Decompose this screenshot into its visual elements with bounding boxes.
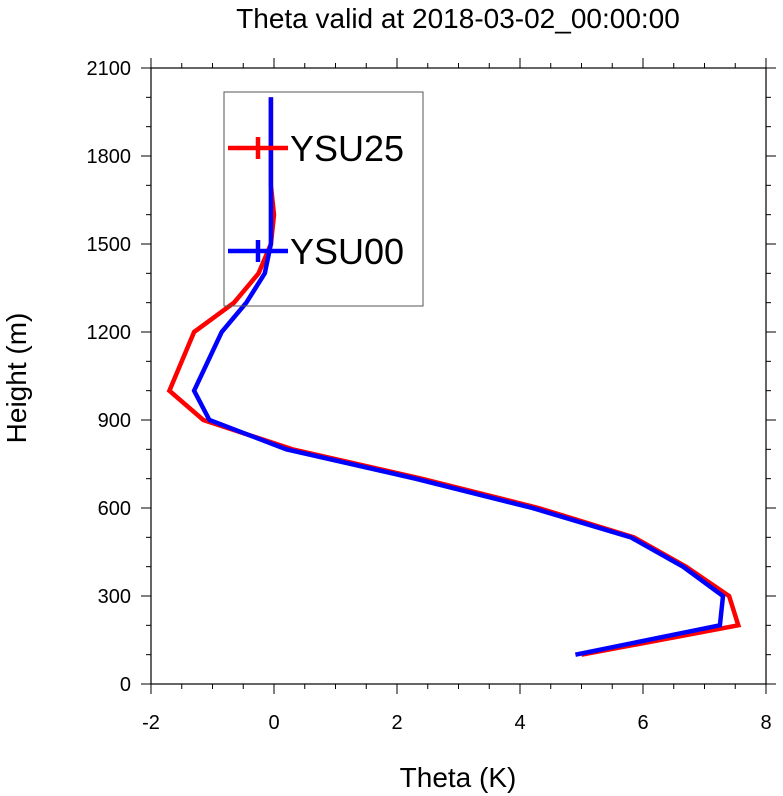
plot-frame	[150, 67, 767, 685]
y-tick-label: 900	[98, 410, 131, 432]
y-tick-label: 2100	[87, 58, 132, 80]
legend-label-ysu25: YSU25	[290, 128, 404, 169]
x-tick-label: -2	[142, 712, 160, 734]
y-tick-label: 300	[98, 586, 131, 608]
y-tick-label: 1200	[87, 322, 132, 344]
axes: -2 0 2 4 6 8 0 300 600 900 1200 1500 1800 2100	[87, 58, 776, 734]
x-tick-label: 2	[391, 712, 402, 734]
series-line-ysu25	[166, 97, 742, 657]
x-tick-label: 6	[637, 712, 648, 734]
legend: YSU25 YSU00	[223, 91, 424, 307]
x-tick-label: 0	[268, 712, 279, 734]
y-axis-title: Height (m)	[1, 313, 32, 444]
chart-title: Theta valid at 2018-03-02_00:00:00	[236, 3, 680, 34]
x-axis-title: Theta (K)	[400, 762, 517, 793]
x-tick-label: 4	[514, 712, 525, 734]
legend-label-ysu00: YSU00	[290, 231, 404, 272]
y-tick-label: 600	[98, 498, 131, 520]
y-tick-label: 1500	[87, 234, 132, 256]
legend-box	[223, 91, 424, 307]
x-tick-label: 8	[760, 712, 771, 734]
y-tick-label: 1800	[87, 146, 132, 168]
y-tick-label: 0	[120, 674, 131, 696]
series-layer	[166, 97, 742, 657]
series-line-ysu00	[191, 97, 726, 657]
